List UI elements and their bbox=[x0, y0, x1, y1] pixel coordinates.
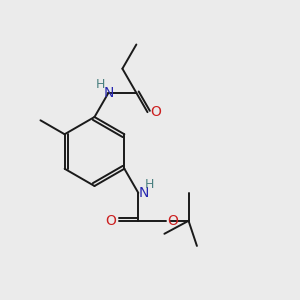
Text: O: O bbox=[151, 105, 161, 119]
Text: O: O bbox=[105, 214, 116, 228]
Text: O: O bbox=[168, 214, 178, 228]
Text: H: H bbox=[96, 78, 106, 91]
Text: N: N bbox=[103, 86, 114, 100]
Text: H: H bbox=[145, 178, 154, 191]
Text: N: N bbox=[138, 186, 149, 200]
